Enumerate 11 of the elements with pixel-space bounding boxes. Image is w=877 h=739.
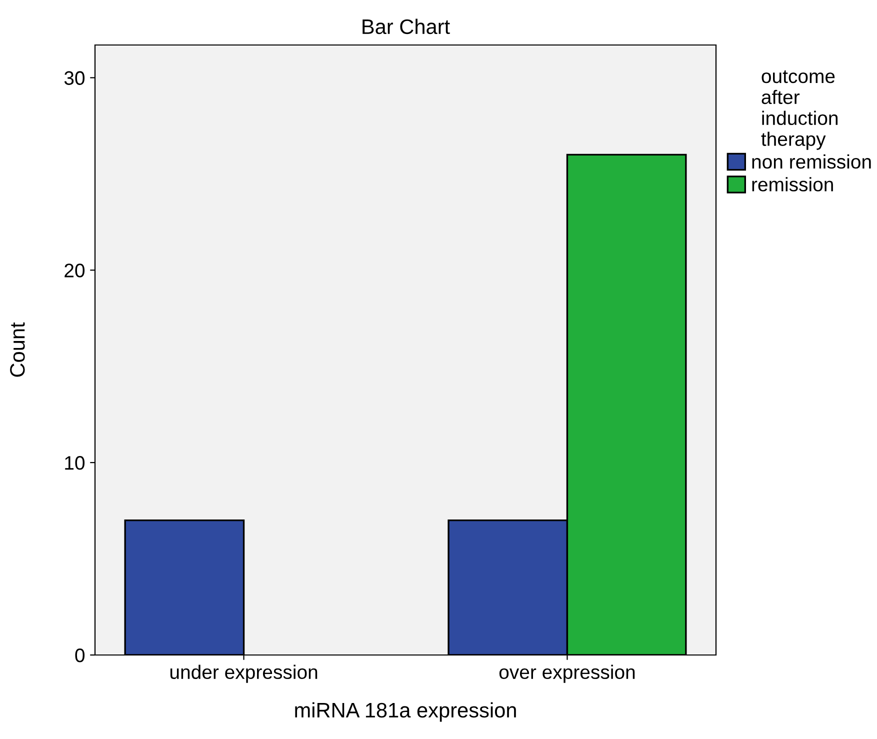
y-axis-title: Count	[10, 322, 25, 377]
y-tick-label: 20	[64, 264, 85, 278]
x-axis-title: miRNA 181a expression	[295, 702, 516, 722]
x-tick-label: over expression	[499, 664, 635, 683]
y-tick-label: 10	[65, 456, 85, 470]
y-tick-label: 0	[75, 648, 85, 662]
legend-label: non remission	[752, 154, 871, 169]
chart-title: Bar Chart	[362, 18, 450, 34]
legend-label: remission	[752, 177, 833, 192]
y-tick-label: 30	[64, 71, 85, 85]
x-tick-label: under expression	[170, 664, 318, 683]
